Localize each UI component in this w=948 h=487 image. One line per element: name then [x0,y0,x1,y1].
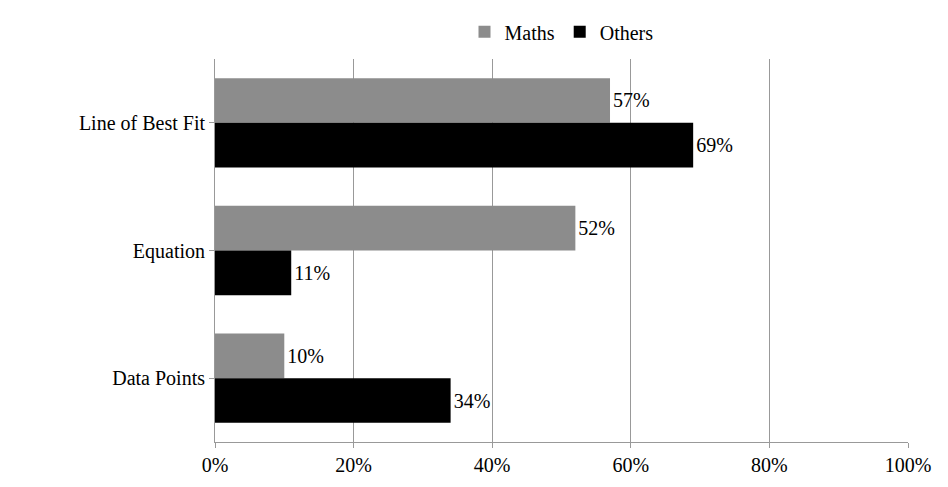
svg-text:Line of Best Fit: Line of Best Fit [79,112,206,134]
svg-text:20%: 20% [335,454,372,476]
svg-text:57%: 57% [613,89,650,111]
svg-text:Equation: Equation [133,240,205,263]
svg-text:10%: 10% [287,345,324,367]
svg-text:Maths: Maths [505,22,555,44]
svg-text:0%: 0% [202,454,229,476]
svg-text:11%: 11% [294,262,330,284]
svg-text:60%: 60% [612,454,649,476]
svg-text:40%: 40% [474,454,511,476]
svg-text:69%: 69% [696,134,733,156]
svg-text:Others: Others [600,22,654,44]
svg-text:100%: 100% [885,454,932,476]
svg-text:Data Points: Data Points [112,367,205,389]
svg-text:52%: 52% [578,217,615,239]
svg-text:34%: 34% [454,390,491,412]
svg-text:80%: 80% [751,454,788,476]
